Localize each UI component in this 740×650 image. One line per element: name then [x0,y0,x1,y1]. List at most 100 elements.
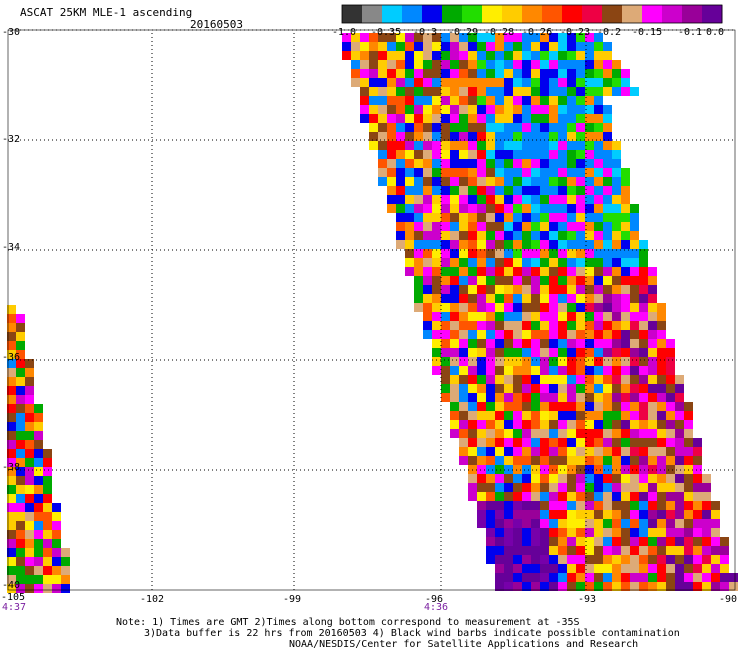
swath-cell [432,168,441,177]
colorbar-tick-label: -0.2 [597,27,622,38]
swath-cell [657,438,666,447]
swath-cell [513,69,522,78]
swath-cell [459,33,468,42]
swath-cell [450,366,459,375]
swath-cell [423,186,432,195]
swath-cell [25,548,34,557]
swath-cell [648,501,657,510]
swath-cell [369,96,378,105]
swath-cell [432,321,441,330]
swath-cell [441,123,450,132]
swath-cell [684,420,693,429]
swath-cell [711,510,720,519]
swath-cell [468,312,477,321]
swath-cell [495,312,504,321]
swath-cell [459,123,468,132]
swath-cell [648,348,657,357]
swath-cell [531,366,540,375]
swath-cell [594,213,603,222]
swath-cell [477,339,486,348]
swath-cell [666,366,675,375]
swath-cell [639,267,648,276]
swath-cell [648,393,657,402]
swath-cell [7,440,16,449]
swath-cell [558,303,567,312]
swath-cell [540,240,549,249]
swath-cell [585,276,594,285]
swath-cell [702,537,711,546]
swath-cell [504,87,513,96]
swath-cell [558,258,567,267]
swath-cell [441,321,450,330]
swath-cell [477,411,486,420]
swath-cell [468,33,477,42]
swath-cell [432,294,441,303]
swath-cell [594,375,603,384]
swath-cell [540,69,549,78]
swath-cell [675,528,684,537]
swath-cell [495,267,504,276]
swath-cell [612,240,621,249]
swath-cell [621,582,630,591]
swath-cell [657,330,666,339]
swath-cell [513,555,522,564]
swath-cell [531,384,540,393]
swath-cell [468,231,477,240]
swath-cell [639,339,648,348]
swath-cell [7,404,16,413]
swath-cell [522,51,531,60]
swath-cell [594,78,603,87]
swath-cell [576,582,585,591]
swath-cell [549,321,558,330]
swath-cell [432,240,441,249]
swath-cell [630,285,639,294]
swath-cell [540,348,549,357]
swath-cell [567,456,576,465]
swath-cell [549,195,558,204]
swath-cell [432,303,441,312]
swath-cell [486,195,495,204]
swath-cell [585,519,594,528]
swath-cell [567,213,576,222]
swath-cell [639,474,648,483]
swath-cell [585,402,594,411]
swath-cell [387,186,396,195]
colorbar-swatch [582,5,603,23]
swath-cell [459,303,468,312]
swath-cell [729,582,738,591]
swath-cell [621,528,630,537]
swath-cell [513,510,522,519]
swath-cell [450,240,459,249]
swath-cell [378,51,387,60]
swath-cell [657,357,666,366]
swath-cell [468,402,477,411]
swath-cell [540,141,549,150]
swath-cell [414,60,423,69]
swath-cell [612,159,621,168]
swath-cell [486,294,495,303]
swath-cell [513,384,522,393]
swath-cell [432,123,441,132]
swath-cell [459,132,468,141]
swath-cell [531,465,540,474]
swath-cell [468,150,477,159]
swath-cell [423,141,432,150]
swath-cell [459,357,468,366]
swath-cell [612,357,621,366]
swath-cell [666,402,675,411]
swath-cell [495,123,504,132]
swath-cell [567,222,576,231]
swath-cell [720,537,729,546]
swath-cell [405,42,414,51]
swath-cell [423,330,432,339]
swath-cell [567,519,576,528]
swath-cell [585,51,594,60]
swath-cell [621,537,630,546]
swath-cell [468,96,477,105]
swath-cell [504,582,513,591]
swath-cell [585,132,594,141]
swath-cell [666,384,675,393]
swath-cell [567,510,576,519]
swath-cell [441,276,450,285]
swath-cell [603,213,612,222]
